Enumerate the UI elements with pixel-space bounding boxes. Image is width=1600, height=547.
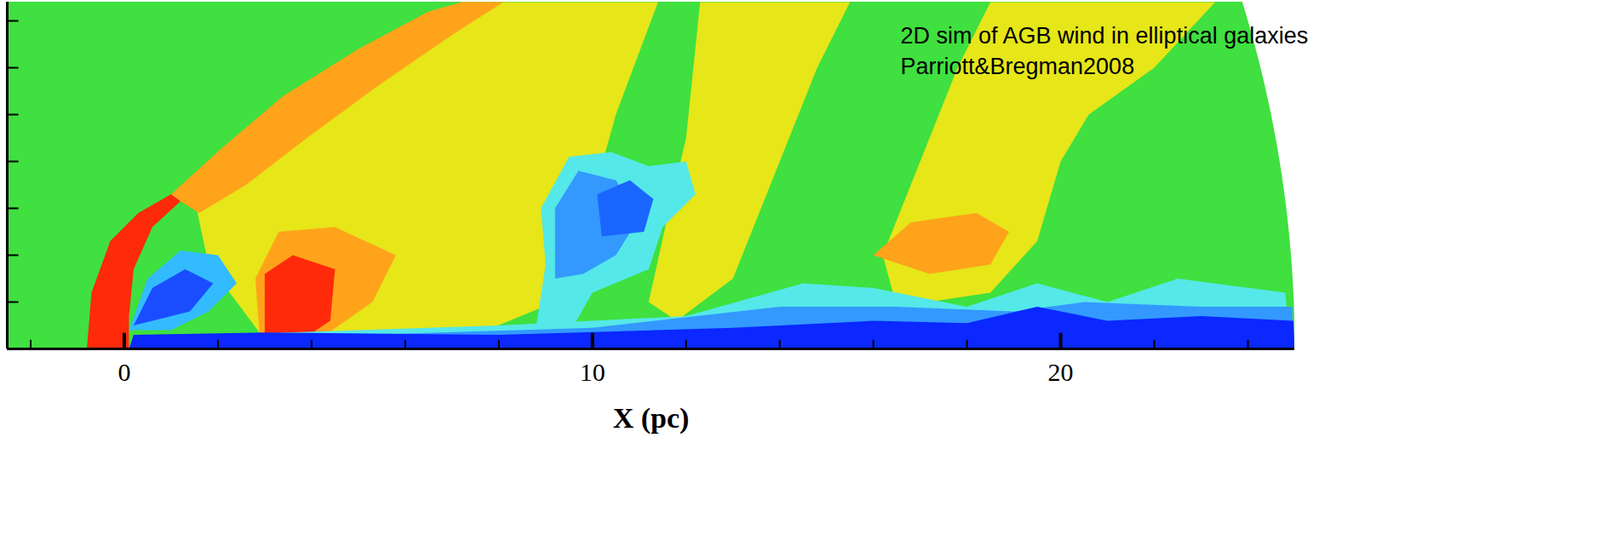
svg-text:X (pc): X (pc) — [613, 401, 690, 435]
svg-text:0: 0 — [117, 357, 131, 386]
svg-text:2D sim of AGB wind in elliptic: 2D sim of AGB wind in elliptical galaxie… — [900, 22, 1309, 79]
svg-text:20: 20 — [1048, 357, 1074, 386]
svg-text:10: 10 — [579, 357, 606, 386]
